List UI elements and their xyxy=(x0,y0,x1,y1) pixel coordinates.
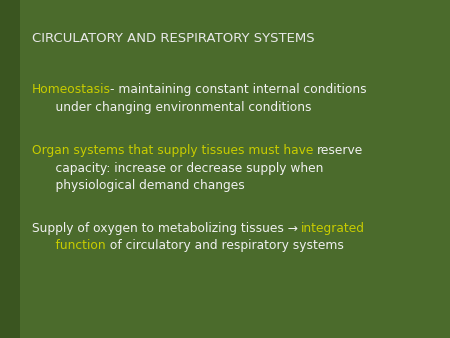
Text: function: function xyxy=(40,239,106,252)
Bar xyxy=(0,0,20,338)
Text: integrated: integrated xyxy=(302,221,365,235)
Text: under changing environmental conditions: under changing environmental conditions xyxy=(40,101,312,114)
Text: reserve: reserve xyxy=(317,144,363,157)
Text: of circulatory and respiratory systems: of circulatory and respiratory systems xyxy=(106,239,344,252)
Text: - maintaining constant internal conditions: - maintaining constant internal conditio… xyxy=(111,83,367,96)
Text: CIRCULATORY AND RESPIRATORY SYSTEMS: CIRCULATORY AND RESPIRATORY SYSTEMS xyxy=(32,32,314,45)
Text: Homeostasis: Homeostasis xyxy=(32,83,111,96)
Text: physiological demand changes: physiological demand changes xyxy=(40,179,245,192)
Text: Supply of oxygen to metabolizing tissues →: Supply of oxygen to metabolizing tissues… xyxy=(32,221,302,235)
Text: capacity: increase or decrease supply when: capacity: increase or decrease supply wh… xyxy=(40,162,324,175)
Text: Organ systems that supply tissues must have: Organ systems that supply tissues must h… xyxy=(32,144,317,157)
